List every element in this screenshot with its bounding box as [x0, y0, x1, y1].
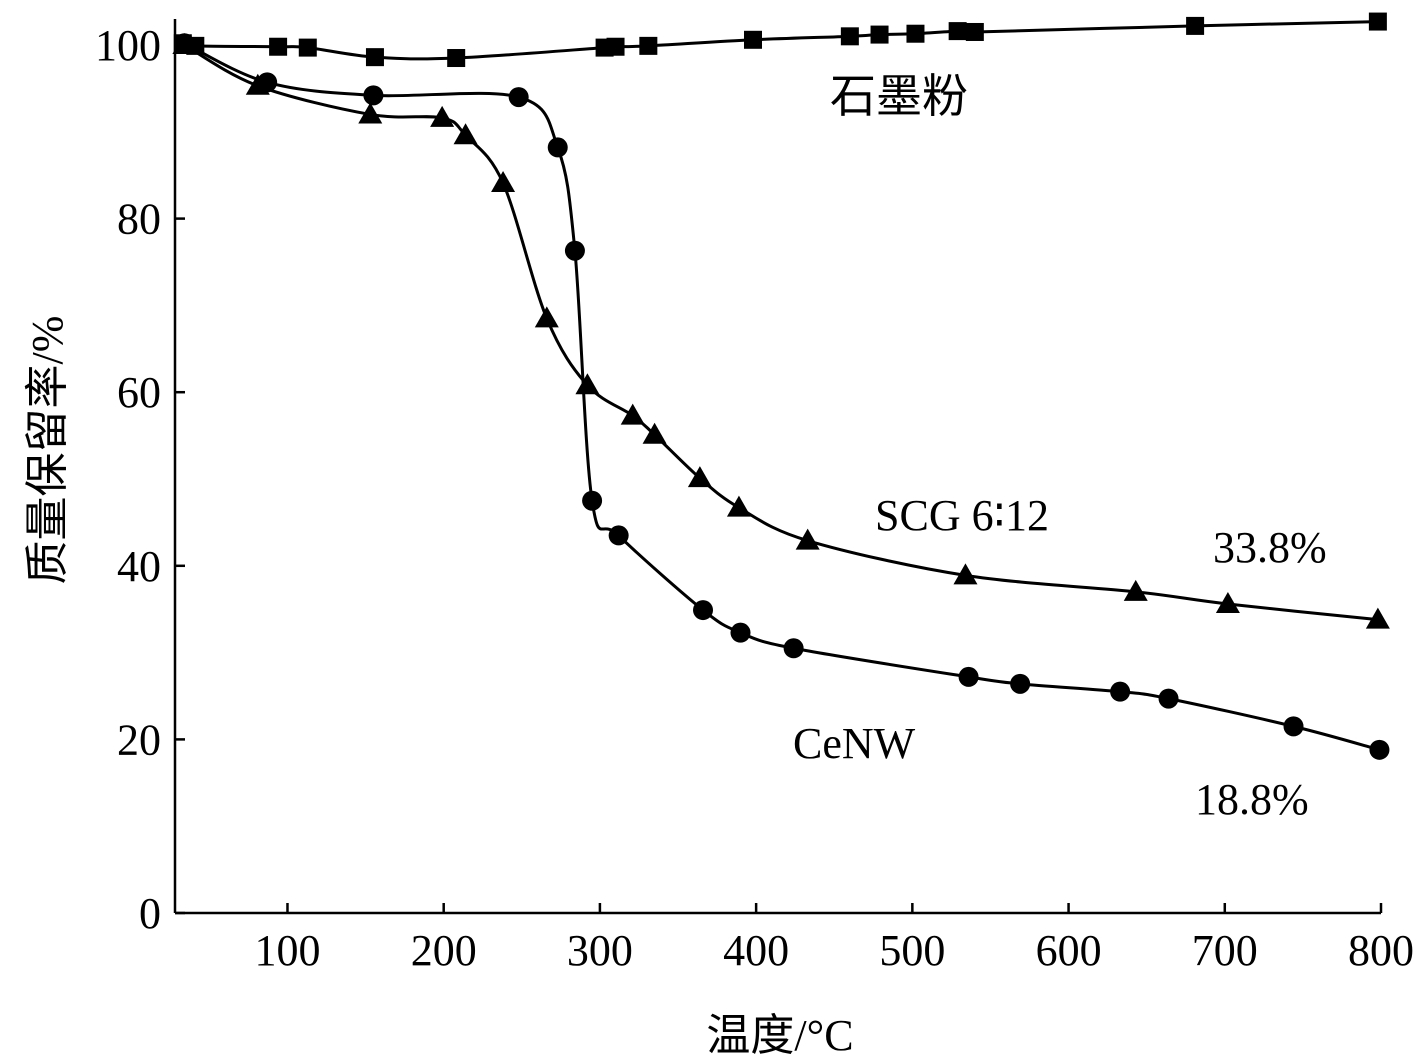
data-point-circle: [1158, 688, 1179, 709]
data-point-triangle: [1365, 607, 1390, 629]
annotation-scg: SCG 6∶12: [875, 491, 1049, 540]
data-point-triangle: [726, 495, 751, 517]
x-axis-label: 温度/°C: [706, 1011, 853, 1060]
data-point-circle: [693, 600, 714, 621]
data-point-triangle: [642, 422, 667, 444]
data-point-square: [906, 24, 925, 43]
annotation-cenw: CeNW: [793, 719, 916, 768]
y-tick-label: 60: [117, 368, 161, 417]
annotation-cenw-final: 18.8%: [1195, 775, 1309, 824]
y-tick-label: 40: [117, 542, 161, 591]
data-point-square: [840, 27, 859, 46]
y-tick-label: 20: [117, 715, 161, 764]
data-point-circle: [958, 666, 979, 687]
data-point-square: [269, 37, 288, 56]
annotation-graphite: 石墨粉: [830, 71, 968, 122]
data-point-circle: [730, 622, 751, 643]
data-point-circle: [582, 490, 603, 511]
data-point-circle: [783, 638, 804, 659]
data-point-triangle: [795, 528, 820, 550]
y-tick-label: 0: [139, 889, 161, 938]
data-point-circle: [1283, 716, 1304, 737]
data-point-circle: [1110, 681, 1131, 702]
x-tick-label: 800: [1348, 926, 1414, 975]
data-point-circle: [547, 137, 568, 158]
x-tick-label: 700: [1192, 926, 1258, 975]
data-point-triangle: [534, 306, 559, 328]
series-line: [183, 41, 1380, 752]
data-point-square: [639, 36, 658, 55]
y-tick-label: 80: [117, 195, 161, 244]
x-tick-label: 400: [723, 926, 789, 975]
data-point-triangle: [430, 105, 455, 127]
series-group: [172, 12, 1390, 760]
data-point-circle: [1010, 673, 1031, 694]
data-point-triangle: [172, 33, 197, 54]
data-point-triangle: [620, 403, 645, 425]
data-point-square: [870, 25, 889, 44]
data-point-square: [298, 38, 317, 57]
y-axis-label: 质量保留率/%: [23, 316, 72, 585]
x-tick-label: 500: [879, 926, 945, 975]
data-point-triangle: [358, 102, 383, 124]
x-tick-label: 200: [411, 926, 477, 975]
data-point-circle: [1369, 739, 1390, 760]
data-point-square: [744, 30, 763, 49]
data-point-triangle: [687, 466, 712, 488]
series-line: [183, 43, 1379, 622]
data-point-triangle: [491, 171, 516, 193]
series-0: [173, 12, 1387, 68]
data-point-triangle: [575, 373, 600, 395]
data-point-triangle: [453, 123, 478, 145]
annotation-scg-final: 33.8%: [1213, 523, 1327, 572]
data-point-triangle: [1123, 579, 1148, 601]
data-point-triangle: [953, 563, 978, 585]
axes: 100 200 300 400 500 600 700 800 0 20 40 60 80 100: [95, 18, 1414, 975]
data-point-circle: [564, 240, 585, 261]
series-1: [174, 33, 1390, 760]
data-point-square: [948, 22, 967, 41]
series-2: [172, 33, 1390, 629]
data-point-square: [447, 49, 466, 68]
data-point-triangle: [1215, 591, 1240, 613]
data-point-square: [365, 48, 384, 67]
data-point-circle: [508, 87, 529, 108]
x-tick-label: 300: [567, 926, 633, 975]
data-point-square: [1368, 12, 1387, 31]
y-tick-label: 100: [95, 21, 161, 70]
data-point-square: [965, 22, 984, 41]
data-point-square: [1186, 16, 1205, 35]
data-point-triangle: [245, 73, 270, 95]
x-tick-label: 600: [1036, 926, 1102, 975]
data-point-square: [606, 37, 625, 56]
data-point-circle: [608, 525, 629, 546]
x-tick-label: 100: [254, 926, 320, 975]
data-point-circle: [363, 85, 384, 106]
